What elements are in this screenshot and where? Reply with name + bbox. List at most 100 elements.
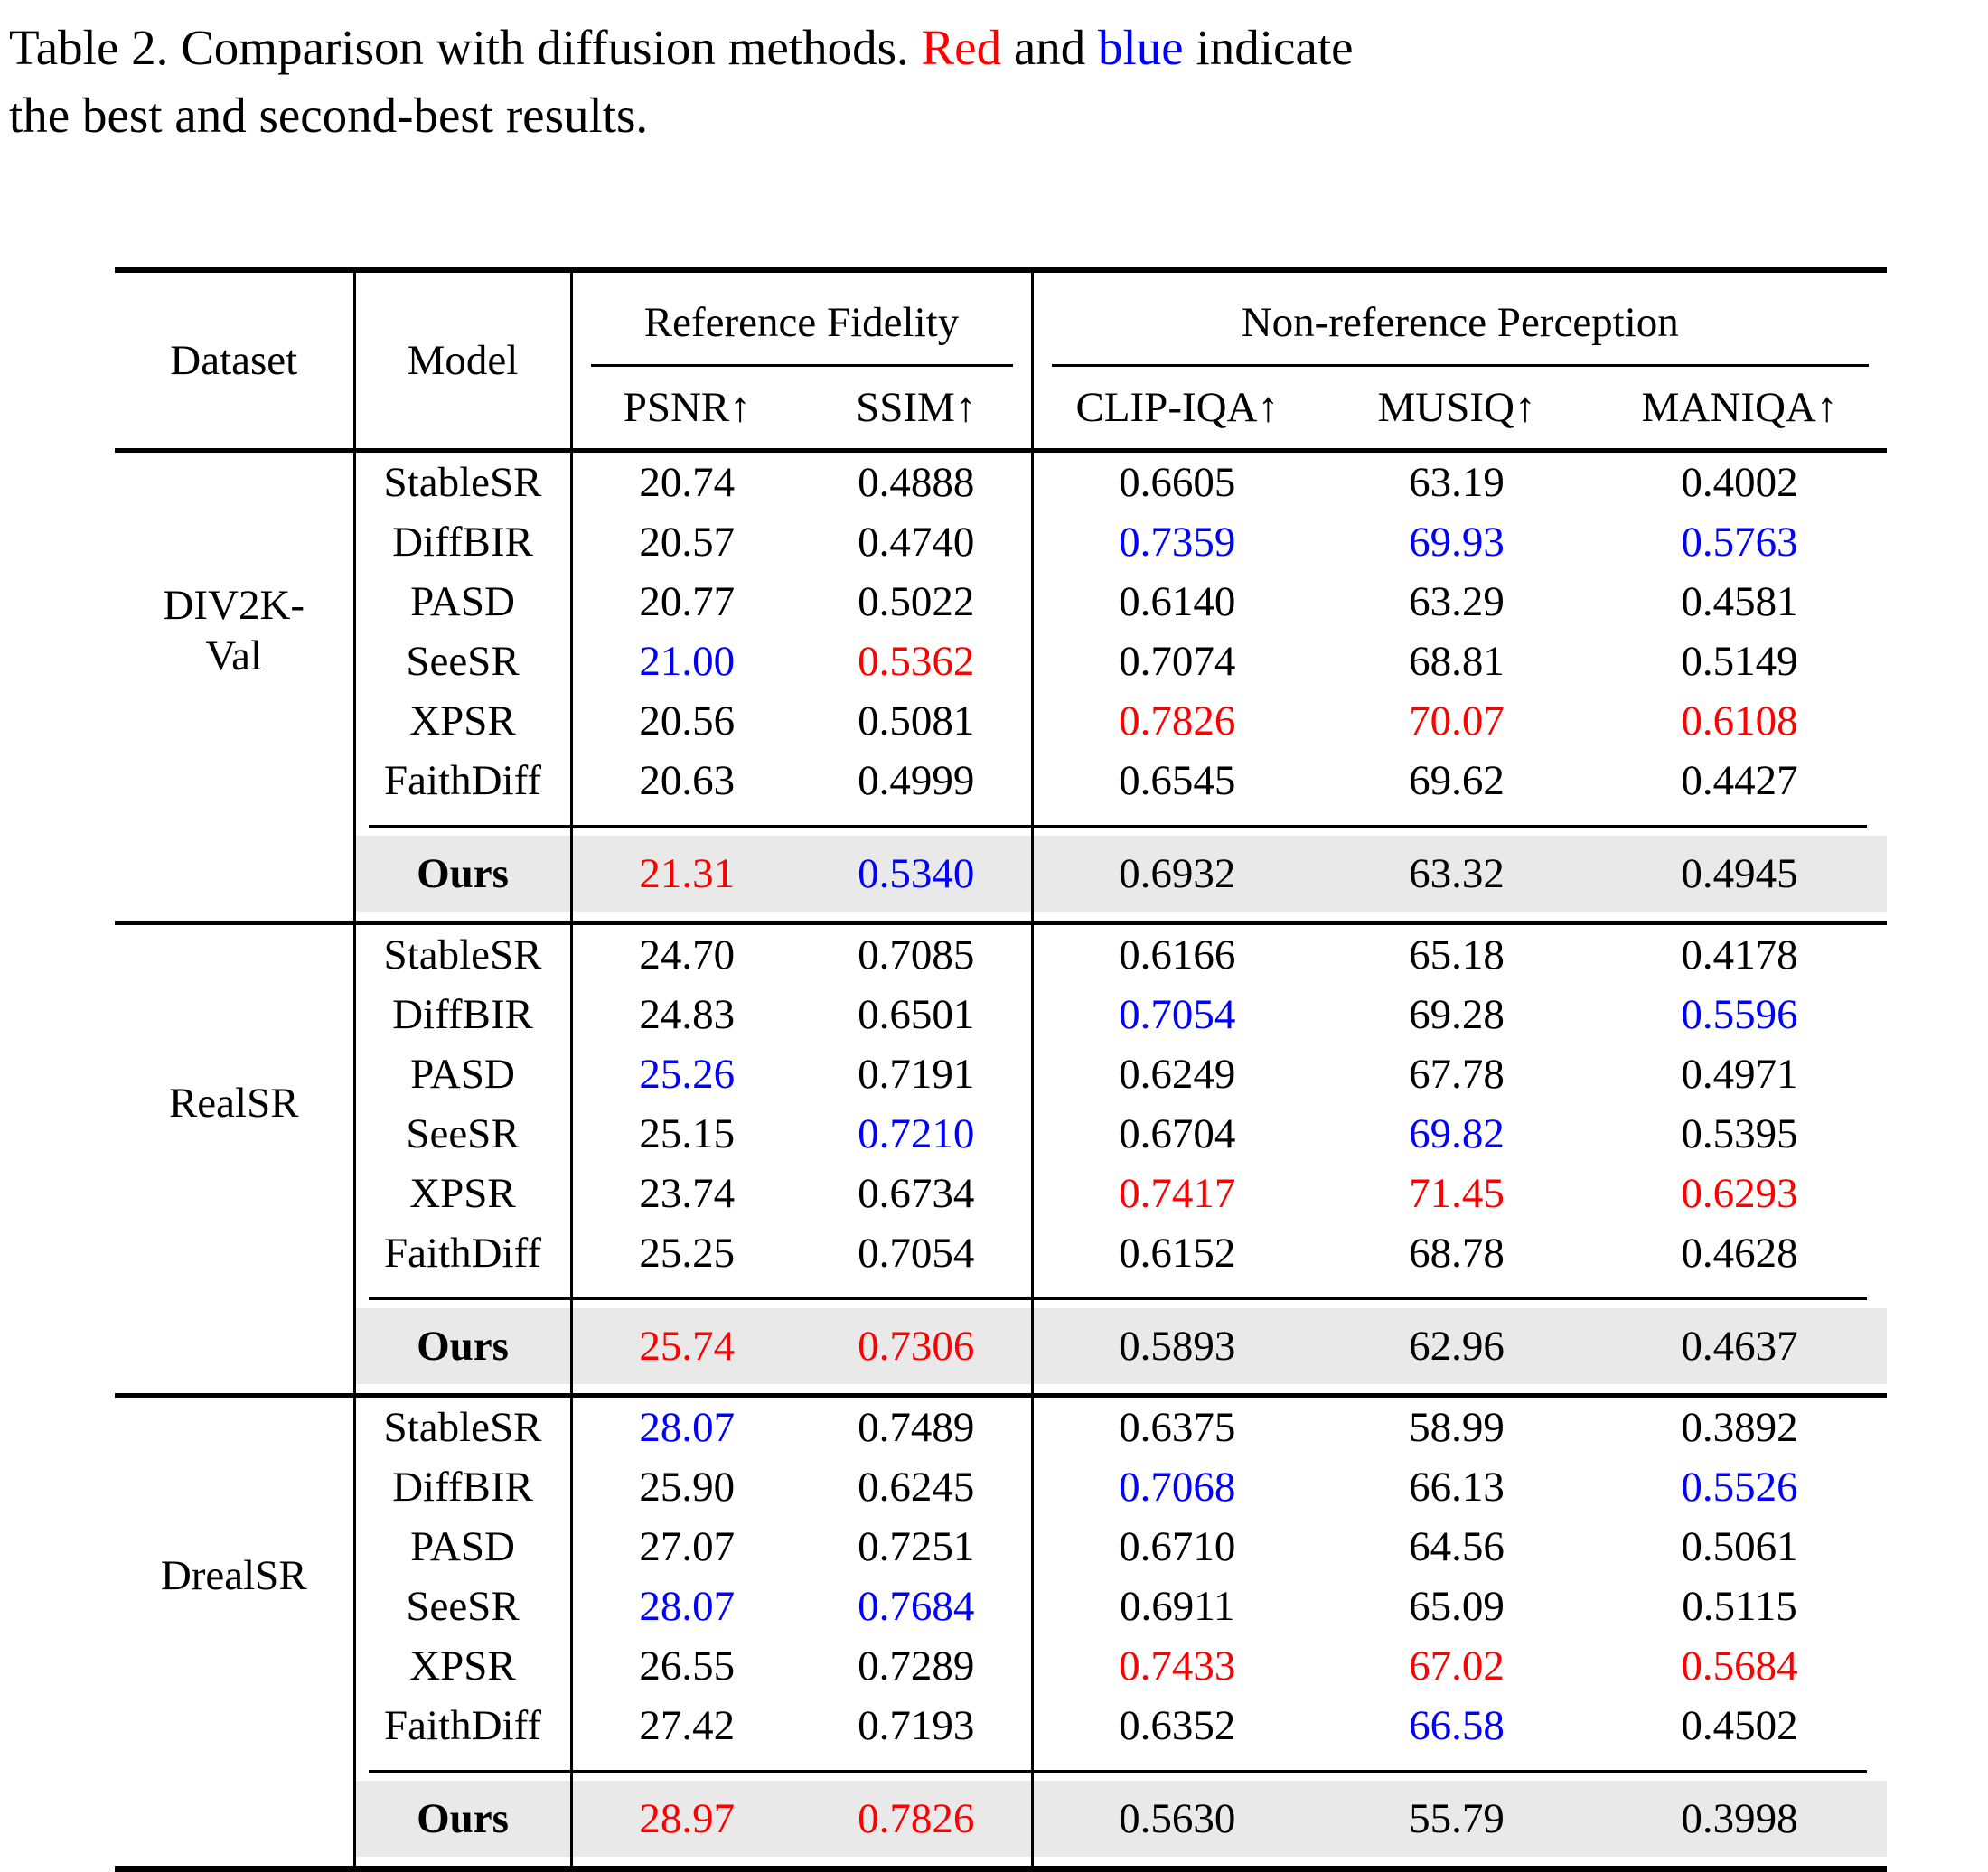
table-row: DiffBIR 20.57 0.4740 0.7359 69.93 0.5763 (115, 511, 1887, 572)
ssim-value: 0.6501 (802, 984, 1034, 1044)
ours-midrule-row (115, 1296, 1887, 1300)
psnr-value: 25.74 (571, 1307, 802, 1384)
clipiqa-value: 0.6704 (1119, 1109, 1236, 1157)
model-name: XPSR (354, 690, 573, 751)
maniqa-value: 0.6293 (1681, 1169, 1798, 1217)
table-row: DrealSR StableSR 28.07 0.7489 0.6375 58.… (115, 1397, 1887, 1755)
ssim-value: 0.4740 (802, 511, 1034, 572)
psnr-value: 27.07 (639, 1522, 736, 1570)
clipiqa-value: 0.5630 (1032, 1780, 1321, 1857)
psnr-value: 20.77 (639, 577, 736, 625)
maniqa-value: 0.4971 (1681, 1050, 1798, 1098)
group-underline (1051, 363, 1869, 367)
table-row: SeeSR 28.07 0.7684 0.6911 65.09 0.5115 (115, 1576, 1887, 1636)
caption-text: and (1001, 20, 1099, 75)
clipiqa-value: 0.7417 (1119, 1169, 1236, 1217)
clipiqa-value: 0.6911 (1119, 1582, 1235, 1630)
maniqa-value: 0.4637 (1592, 1307, 1887, 1384)
col-header-maniqa: MANIQA↑ (1641, 383, 1838, 431)
spacer-row (115, 1772, 1887, 1781)
musiq-value: 69.82 (1409, 1109, 1505, 1157)
dataset-label: RealSR (168, 1079, 299, 1127)
col-header-dataset: Dataset (115, 272, 356, 448)
psnr-value: 28.97 (571, 1780, 802, 1857)
ssim-value: 0.7306 (802, 1307, 1034, 1384)
musiq-value: 68.81 (1409, 637, 1505, 685)
psnr-value: 20.56 (639, 697, 736, 744)
model-name: XPSR (354, 1635, 573, 1696)
musiq-value: 70.07 (1409, 697, 1505, 744)
musiq-value: 68.78 (1409, 1229, 1505, 1277)
musiq-value: 64.56 (1409, 1522, 1505, 1570)
results-table: Dataset Model Reference Fidelity Non-ref… (115, 267, 1887, 1872)
bottom-rule (115, 1865, 1887, 1872)
clipiqa-value: 0.6710 (1119, 1522, 1236, 1570)
dataset-label-cell (115, 835, 356, 912)
col-header-ssim: SSIM↑ (802, 366, 1034, 448)
clipiqa-value: 0.6166 (1119, 931, 1236, 978)
ssim-value: 0.7826 (802, 1780, 1034, 1857)
psnr-value: 25.15 (639, 1109, 736, 1157)
dataset-label-cell: RealSR (115, 924, 356, 1283)
musiq-value: 66.58 (1409, 1701, 1505, 1749)
model-name: XPSR (354, 1163, 573, 1223)
model-name: SeeSR (354, 1103, 573, 1164)
caption-text: indicate (1183, 20, 1354, 75)
model-name: SeeSR (354, 1576, 573, 1636)
model-name: StableSR (354, 1397, 573, 1457)
musiq-value: 69.62 (1409, 756, 1505, 804)
psnr-value: 27.42 (639, 1701, 736, 1749)
musiq-value: 63.29 (1409, 577, 1505, 625)
musiq-value: 67.78 (1409, 1050, 1505, 1098)
dataset-label-line2: Val (205, 632, 263, 679)
ours-midrule-row (115, 1769, 1887, 1773)
musiq-value: 71.45 (1409, 1169, 1505, 1217)
spacer-row (115, 1755, 1887, 1770)
clipiqa-value: 0.5893 (1032, 1307, 1321, 1384)
table-row: DIV2K- Val StableSR 20.74 0.4888 0.6605 6… (115, 452, 1887, 810)
maniqa-value: 0.5684 (1681, 1642, 1798, 1689)
maniqa-value: 0.5149 (1681, 637, 1798, 685)
model-name: Ours (354, 1780, 573, 1857)
table-row: PASD 27.07 0.7251 0.6710 64.56 0.5061 (115, 1516, 1887, 1577)
maniqa-value: 0.3998 (1592, 1780, 1887, 1857)
spacer-row (115, 810, 1887, 825)
header-row-groups: Dataset Model Reference Fidelity Non-ref… (115, 272, 1887, 448)
spacer-row (115, 827, 1887, 836)
dataset-label: DrealSR (160, 1551, 307, 1599)
clipiqa-value: 0.6152 (1119, 1229, 1236, 1277)
psnr-value: 24.83 (639, 990, 736, 1038)
model-name: StableSR (354, 452, 573, 512)
ssim-value: 0.4888 (802, 452, 1034, 512)
musiq-value: 66.13 (1409, 1463, 1505, 1511)
block-separator-rule (115, 920, 1887, 925)
maniqa-value: 0.4178 (1681, 931, 1798, 978)
maniqa-value: 0.5395 (1681, 1109, 1798, 1157)
ssim-value: 0.4999 (802, 750, 1034, 810)
psnr-value: 21.31 (571, 835, 802, 912)
results-table-container: Dataset Model Reference Fidelity Non-ref… (115, 267, 1988, 1872)
table-row: XPSR 26.55 0.7289 0.7433 67.02 0.5684 (115, 1635, 1887, 1696)
model-name: Ours (354, 835, 573, 912)
psnr-value: 28.07 (639, 1403, 736, 1451)
col-header-psnr: PSNR↑ (623, 383, 751, 431)
musiq-value: 55.79 (1321, 1780, 1592, 1857)
ours-row: Ours 28.97 0.7826 0.5630 55.79 0.3998 (115, 1780, 1887, 1857)
maniqa-value: 0.3892 (1681, 1403, 1798, 1451)
spacer-row (115, 911, 1887, 921)
dataset-label: DIV2K- (163, 582, 305, 630)
musiq-value: 63.19 (1409, 458, 1505, 506)
clipiqa-value: 0.7826 (1119, 697, 1236, 744)
col-header-musiq: MUSIQ↑ (1377, 383, 1536, 431)
dataset-label-cell: DIV2K- Val (115, 452, 356, 810)
clipiqa-value: 0.6605 (1119, 458, 1236, 506)
ssim-value: 0.6245 (802, 1456, 1034, 1517)
ssim-value: 0.7210 (802, 1103, 1034, 1164)
psnr-value: 23.74 (639, 1169, 736, 1217)
maniqa-value: 0.4502 (1681, 1701, 1798, 1749)
ssim-value: 0.7191 (802, 1044, 1034, 1104)
ssim-value: 0.7054 (802, 1222, 1034, 1283)
spacer-row (115, 1856, 1887, 1866)
table-row: RealSR StableSR 24.70 0.7085 0.6166 65.1… (115, 924, 1887, 1283)
col-header-clipiqa: CLIP-IQA↑ (1075, 383, 1280, 431)
